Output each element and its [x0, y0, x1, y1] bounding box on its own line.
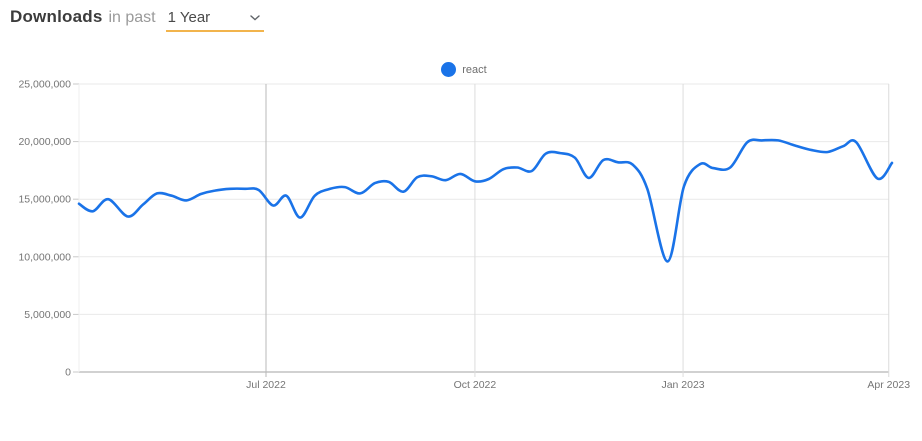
time-range-value: 1 Year	[167, 9, 211, 26]
y-tick-label: 15,000,000	[18, 194, 71, 206]
page-title: Downloads	[10, 7, 103, 26]
y-tick-label: 25,000,000	[18, 79, 71, 91]
legend-series-label: react	[462, 63, 487, 76]
time-range-select[interactable]: 1 Year	[165, 9, 264, 32]
x-tick-label: Jan 2023	[661, 379, 704, 391]
page-header: Downloads in past 1 Year	[10, 7, 264, 32]
page-subtitle: in past	[108, 9, 156, 26]
x-tick-label: Apr 2023	[867, 379, 910, 391]
legend-series-dot	[441, 62, 457, 77]
x-tick-label: Jul 2022	[246, 379, 286, 391]
x-tick-label: Oct 2022	[454, 379, 497, 391]
series-line-react	[77, 138, 894, 263]
y-tick-label: 0	[65, 367, 71, 379]
chevron-down-icon	[249, 14, 260, 21]
y-tick-label: 20,000,000	[18, 136, 71, 148]
y-tick-label: 5,000,000	[24, 309, 71, 321]
y-tick-label: 10,000,000	[18, 251, 71, 263]
legend-item-react[interactable]: react	[441, 62, 487, 77]
chart-legend: react	[0, 62, 922, 77]
